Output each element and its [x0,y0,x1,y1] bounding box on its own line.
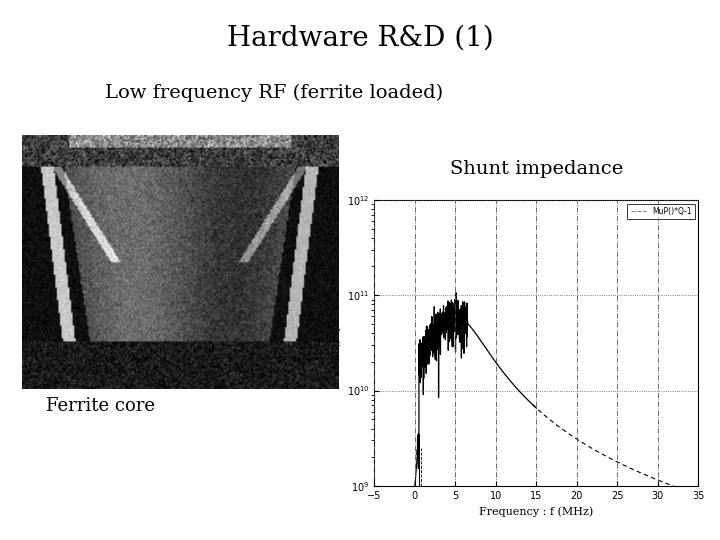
Text: Ferrite core: Ferrite core [46,397,156,415]
Text: Shunt impedance: Shunt impedance [450,160,623,178]
Text: Low frequency RF (ferrite loaded): Low frequency RF (ferrite loaded) [104,84,443,102]
Text: Hardware R&D (1): Hardware R&D (1) [227,24,493,51]
Y-axis label: MuP()*Q*f: MuP()*Q*f [332,317,341,369]
Legend: MuP()*Q-1: MuP()*Q-1 [627,204,695,219]
X-axis label: Frequency : f (MHz): Frequency : f (MHz) [480,507,593,517]
